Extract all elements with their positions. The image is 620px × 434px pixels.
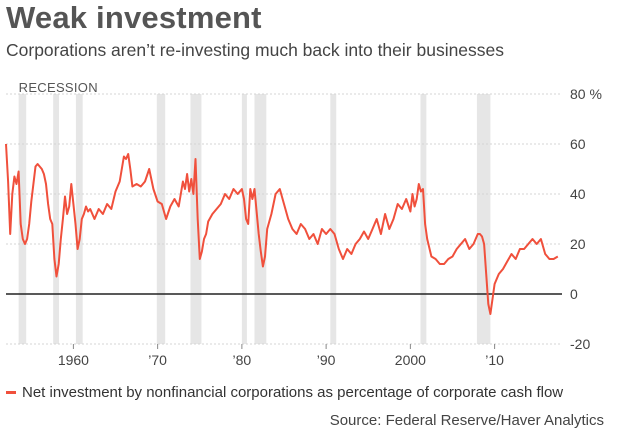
recession-band [75,94,83,344]
recession-band [330,94,337,344]
recession-band [254,94,267,344]
y-tick-label: -20 [570,336,590,352]
y-tick-label: 0 [570,286,578,302]
x-tick-label: ’80 [233,352,252,368]
x-tick-label: 1960 [58,352,89,368]
recession-band [190,94,202,344]
x-tick-label: ’70 [148,352,167,368]
recession-band [156,94,166,344]
chart-title: Weak investment [6,0,262,35]
y-tick-label: 80 % [570,86,602,102]
gridlines [6,93,562,345]
y-axis-ticks: 80 % 60 40 20 0 -20 [570,86,602,352]
legend: Net investment by nonfinancial corporati… [6,384,563,401]
y-tick-label: 60 [570,136,586,152]
x-tick-label: ’90 [317,352,336,368]
recession-band [18,94,27,344]
recession-band [53,94,60,344]
recession-label: RECESSION [19,80,98,95]
legend-label: Net investment by nonfinancial corporati… [22,384,564,401]
series-line-net-investment [5,143,559,315]
x-tick-label: 2000 [395,352,426,368]
recession-bands [18,94,491,344]
y-tick-label: 40 [570,186,586,202]
x-tick-label: ’10 [485,352,504,368]
source-note: Source: Federal Reserve/Haver Analytics [329,412,604,429]
line-chart: RECESSION 1960 ’70 ’80 ’90 2000 ’10 80 % 60 40 2… [5,80,602,368]
chart-subtitle: Corporations aren’t re-investing much ba… [6,40,505,60]
y-tick-label: 20 [570,236,586,252]
recession-band [420,94,427,344]
legend-swatch [6,391,16,394]
x-axis-ticks: 1960 ’70 ’80 ’90 2000 ’10 [58,344,504,368]
recession-band [241,94,247,344]
